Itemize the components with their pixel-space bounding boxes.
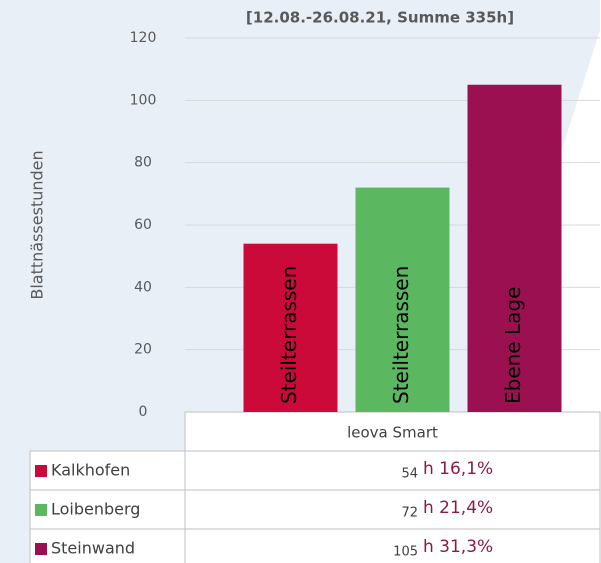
bar	[355, 187, 450, 412]
y-tick-label: 0	[139, 404, 148, 420]
y-tick-label: 80	[134, 155, 152, 171]
table-value: 54	[401, 467, 418, 482]
bar	[243, 243, 338, 412]
legend-label: Loibenberg	[51, 500, 140, 519]
bar-label: Ebene Lage	[501, 287, 525, 404]
bar-label: Steilterrassen	[389, 266, 413, 404]
annotation: h 21,4%	[423, 498, 493, 518]
y-tick-label: 40	[134, 279, 152, 295]
x-tick-label: leova Smart	[347, 424, 438, 442]
annotation: h 16,1%	[423, 459, 493, 479]
table-value: 72	[401, 506, 418, 521]
table-cell	[29, 528, 186, 563]
legend-swatch	[35, 465, 47, 477]
table-cell	[184, 489, 601, 530]
table-cell	[184, 450, 601, 491]
y-tick-label: 120	[130, 30, 157, 46]
y-tick-label: 100	[130, 92, 157, 108]
y-tick-label: 60	[134, 217, 152, 233]
y-tick-label: 20	[134, 342, 152, 358]
table-cell	[29, 450, 186, 491]
bar	[467, 84, 562, 412]
legend-swatch	[35, 543, 47, 555]
legend-label: Steinwand	[51, 539, 135, 558]
legend-label: Kalkhofen	[51, 461, 130, 480]
chart-title: [12.08.-26.08.21, Summe 335h]	[246, 9, 514, 27]
table-cell	[184, 528, 601, 563]
annotation: h 31,3%	[423, 537, 493, 557]
y-axis-label: Blattnässestunden	[28, 150, 47, 299]
bar-label: Steilterrassen	[277, 266, 301, 404]
legend-swatch	[35, 504, 47, 516]
table-value: 105	[393, 545, 418, 560]
